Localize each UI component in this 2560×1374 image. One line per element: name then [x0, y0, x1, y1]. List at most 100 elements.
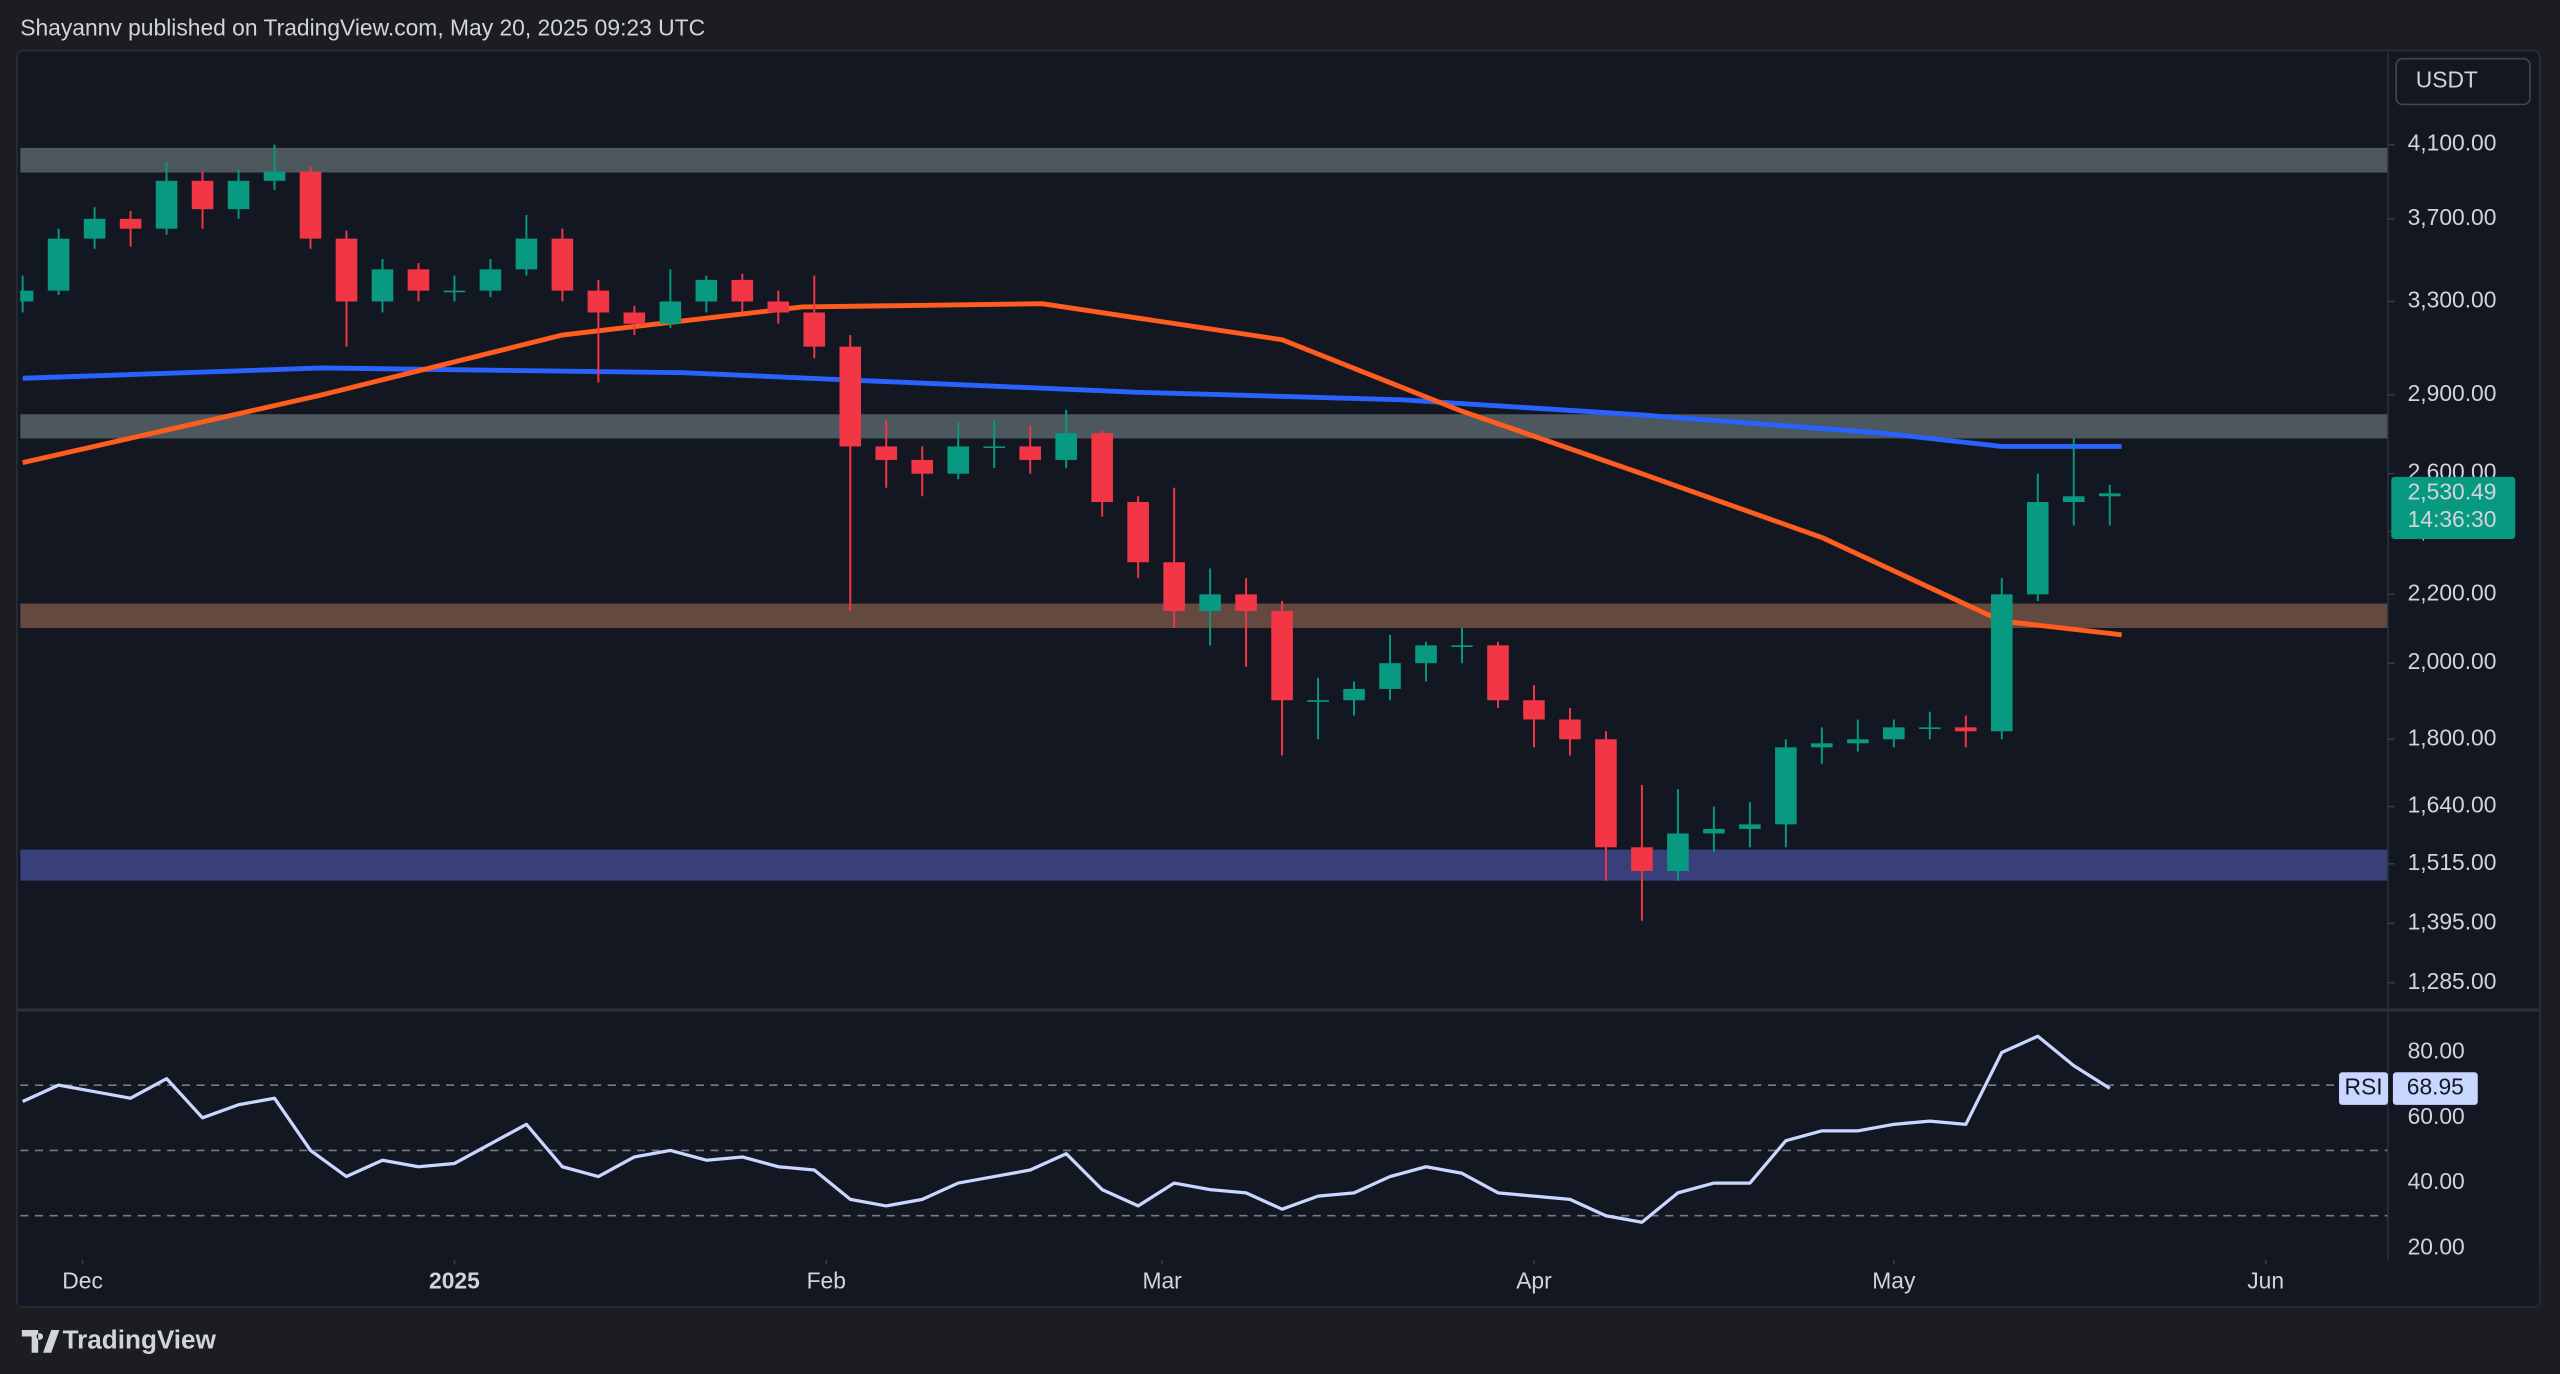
x-tick-label: Apr — [1516, 1268, 1552, 1294]
candle-body — [263, 171, 286, 181]
candle-body — [1883, 727, 1905, 740]
candle-body — [1919, 727, 1941, 729]
candle-body — [1703, 828, 1725, 834]
last-price: 2,530.49 — [2408, 478, 2497, 504]
x-axis-band — [18, 1259, 2539, 1306]
candle-body — [2098, 493, 2121, 497]
line — [22, 365, 2122, 449]
x-tick-label: May — [1872, 1268, 1916, 1294]
candle-body — [1667, 833, 1689, 871]
candle-body — [47, 238, 70, 291]
x-tick-label: 2025 — [429, 1268, 480, 1294]
candle-body — [1343, 688, 1365, 701]
line — [22, 1034, 2111, 1224]
x-tick-label: Feb — [807, 1268, 846, 1294]
x-tick-label: Mar — [1142, 1268, 1182, 1294]
candle-body — [839, 346, 862, 447]
candle-body — [335, 238, 358, 302]
candle-body — [1954, 727, 1977, 732]
candle-body — [911, 459, 934, 474]
rsi-pane — [20, 1034, 2389, 1224]
rsi-name: RSI — [2345, 1074, 2383, 1100]
countdown: 14:36:30 — [2408, 506, 2497, 532]
brand: TradingView — [63, 1324, 217, 1354]
candle-body — [515, 238, 538, 270]
candle-body — [731, 279, 754, 302]
candle-body — [20, 290, 34, 302]
y-tick-label: 1,800.00 — [2408, 724, 2497, 750]
rsi-value-box — [2392, 1072, 2478, 1105]
candle-body — [1415, 645, 1437, 664]
zone — [20, 147, 2389, 173]
logo-icon — [21, 1329, 60, 1353]
last-price-box — [2391, 476, 2516, 539]
candle-body — [1091, 433, 1113, 503]
candle-body — [1163, 562, 1185, 611]
candle-body — [1847, 739, 1869, 744]
candle-body — [191, 180, 214, 210]
candle-body — [1271, 610, 1293, 701]
rsi-tick-label: 20.00 — [2408, 1233, 2465, 1259]
candle-body — [1811, 743, 1833, 748]
y-tick-label: 2,900.00 — [2408, 380, 2497, 406]
candle-body — [1055, 433, 1077, 460]
candle-body — [551, 238, 574, 291]
candle-body — [227, 180, 250, 210]
candle-body — [1487, 645, 1509, 701]
y-tick-label: 1,515.00 — [2408, 849, 2497, 875]
candle-body — [875, 446, 898, 460]
candle-body — [119, 218, 142, 229]
currency-box[interactable] — [2395, 57, 2531, 106]
candle-body — [623, 312, 646, 324]
candle-body — [443, 290, 466, 293]
rsi-tick-label: 60.00 — [2408, 1103, 2465, 1129]
candle-body — [695, 279, 718, 302]
candle-body — [947, 446, 970, 474]
candle-body — [1451, 645, 1473, 647]
candle-body — [1199, 594, 1221, 611]
candle-body — [371, 269, 394, 302]
candle-body — [1595, 739, 1617, 848]
rsi-tick-label: 80.00 — [2408, 1038, 2465, 1064]
candle-body — [1307, 700, 1329, 702]
currency: USDT — [2416, 67, 2478, 93]
rsi-value: 68.95 — [2407, 1074, 2464, 1100]
candle-body — [1523, 700, 1545, 720]
candle-body — [983, 446, 1006, 449]
y-tick-label: 2,000.00 — [2408, 648, 2497, 674]
zone — [20, 849, 2389, 881]
candle-body — [2062, 496, 2085, 503]
line — [22, 301, 2122, 638]
candle-body — [767, 301, 790, 313]
chart-layer: 4,100.003,700.003,300.002,900.002,600.00… — [16, 52, 2540, 1306]
candle-body — [1127, 502, 1149, 563]
price-pane — [20, 144, 2389, 921]
rsi-tick-label: 40.00 — [2408, 1168, 2465, 1194]
y-tick-label: 1,285.00 — [2408, 968, 2497, 994]
candle-body — [659, 301, 682, 324]
candle-body — [479, 269, 502, 291]
publish-note: Shayannv published on TradingView.com, M… — [20, 14, 705, 40]
brand-logo — [21, 1329, 60, 1353]
candle-body — [1631, 847, 1653, 871]
y-tick-label: 3,300.00 — [2408, 287, 2497, 313]
candle-body — [1775, 747, 1797, 825]
candle-body — [587, 290, 610, 313]
rsi-name-box — [2339, 1072, 2389, 1105]
candle-body — [2026, 502, 2049, 595]
y-tick-label: 1,640.00 — [2408, 792, 2497, 818]
candle-body — [1739, 824, 1761, 829]
x-tick-label: Dec — [62, 1268, 103, 1294]
candle-body — [1559, 719, 1581, 740]
candle-body — [155, 180, 178, 229]
y-tick-label: 4,100.00 — [2408, 130, 2497, 156]
zone — [20, 414, 2389, 439]
candle-body — [1990, 594, 2013, 732]
y-tick-label: 2,200.00 — [2408, 579, 2497, 605]
candle-body — [1379, 663, 1401, 689]
candle-body — [803, 312, 826, 347]
candle-body — [407, 269, 430, 291]
y-tick-label: 1,395.00 — [2408, 908, 2497, 934]
